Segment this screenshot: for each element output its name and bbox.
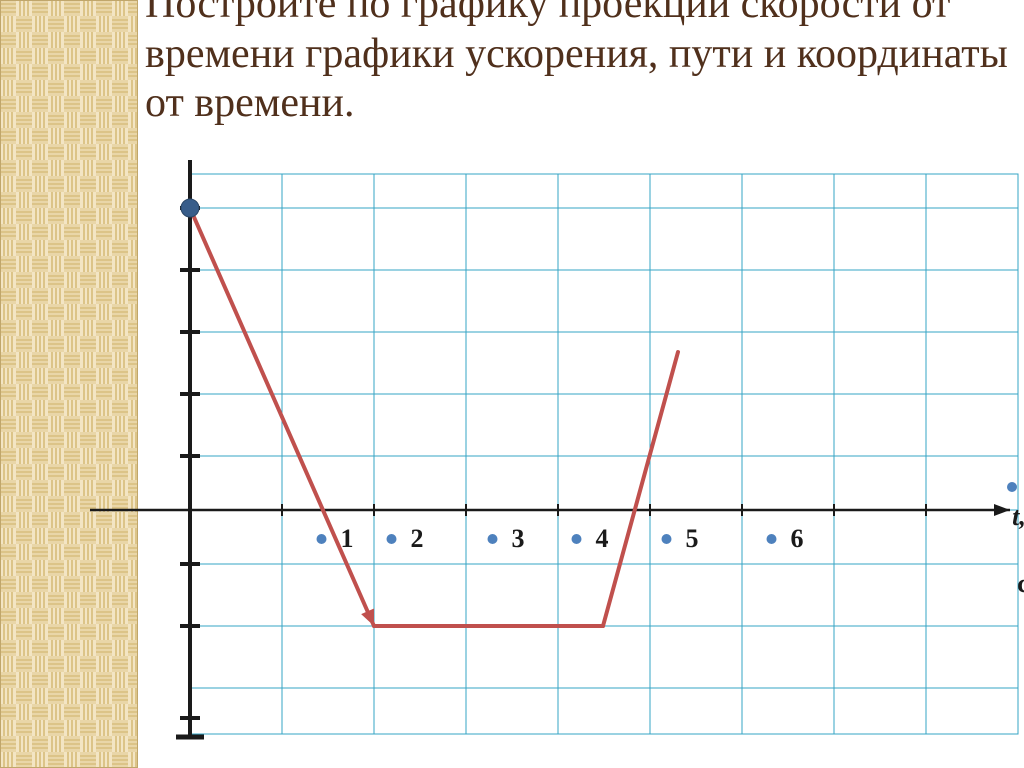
axis-label-seconds: с — [1017, 567, 1024, 599]
velocity-chart: 123456t,с — [60, 160, 1020, 765]
chart-canvas — [60, 160, 1020, 765]
x-tick-label: 4 — [572, 522, 609, 554]
x-tick-label: 3 — [488, 522, 525, 554]
axis-label-t: t, — [1007, 470, 1024, 532]
x-tick-label: 2 — [387, 522, 424, 554]
slide-title: Постройте по графику проекции скорости о… — [145, 0, 1015, 129]
x-tick-label: 5 — [662, 522, 699, 554]
x-tick-label: 6 — [767, 522, 804, 554]
x-tick-label: 1 — [317, 522, 354, 554]
slide: { "title": "Постройте по графику проекци… — [0, 0, 1024, 768]
